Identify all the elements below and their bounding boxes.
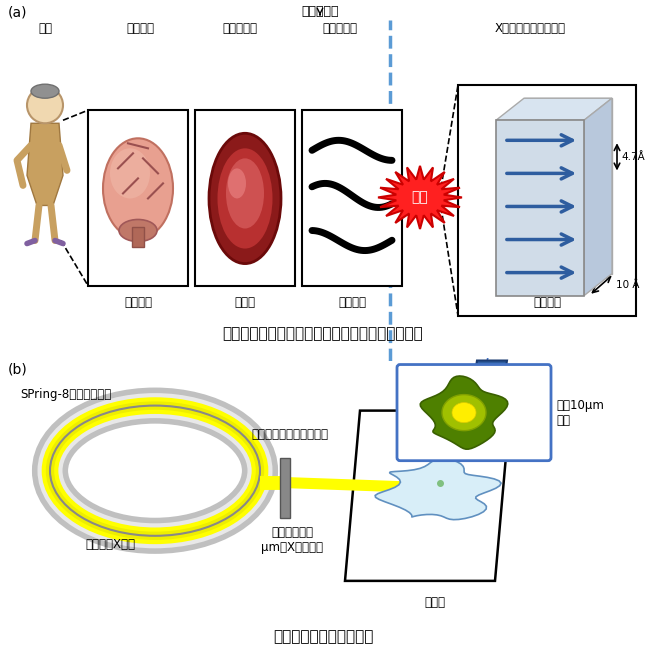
Ellipse shape xyxy=(119,220,157,241)
Bar xyxy=(458,85,636,316)
Text: SPring-8的同步辐射光: SPring-8的同步辐射光 xyxy=(20,388,111,401)
Text: (b): (b) xyxy=(8,363,28,377)
Text: 显示器: 显示器 xyxy=(463,476,484,489)
Bar xyxy=(280,458,290,518)
Text: 此前的极限: 此前的极限 xyxy=(301,5,339,18)
Text: 中脑异常: 中脑异常 xyxy=(124,296,152,309)
Polygon shape xyxy=(421,376,508,449)
Polygon shape xyxy=(378,166,462,229)
Polygon shape xyxy=(584,98,612,296)
Bar xyxy=(524,98,612,274)
Polygon shape xyxy=(345,411,510,581)
Text: (a): (a) xyxy=(8,5,28,19)
Circle shape xyxy=(27,87,63,123)
Polygon shape xyxy=(442,394,486,430)
Text: 肉眼解剖: 肉眼解剖 xyxy=(126,22,154,35)
Bar xyxy=(496,120,584,296)
Polygon shape xyxy=(471,361,507,399)
Text: 4.7Å: 4.7Å xyxy=(621,152,645,162)
Bar xyxy=(195,110,295,285)
Polygon shape xyxy=(496,98,612,120)
Text: 纤维结构: 纤维结构 xyxy=(338,296,366,309)
Text: 脑切片: 脑切片 xyxy=(424,596,446,609)
Ellipse shape xyxy=(226,158,264,228)
Text: 直径10μm
左右: 直径10μm 左右 xyxy=(556,399,604,426)
Ellipse shape xyxy=(31,84,59,98)
Text: X射线衍射（本研究）: X射线衍射（本研究） xyxy=(494,22,565,35)
Text: 患者: 患者 xyxy=(38,22,52,35)
Text: 本次研究使用的测量系统: 本次研究使用的测量系统 xyxy=(273,629,373,644)
Text: 帕金森病患者脑内发生的异常变化的微观结构解析: 帕金森病患者脑内发生的异常变化的微观结构解析 xyxy=(223,326,423,340)
Ellipse shape xyxy=(228,169,246,199)
Ellipse shape xyxy=(209,133,281,264)
Text: 路易体: 路易体 xyxy=(234,296,256,309)
Text: 电子显微镜: 电子显微镜 xyxy=(322,22,357,35)
Bar xyxy=(88,110,188,285)
Text: 微观结构: 微观结构 xyxy=(533,296,561,309)
Bar xyxy=(132,226,144,247)
Bar xyxy=(302,110,402,285)
Ellipse shape xyxy=(103,138,173,239)
Text: 突破: 突破 xyxy=(412,190,428,205)
Polygon shape xyxy=(375,459,501,520)
Polygon shape xyxy=(27,123,63,205)
Ellipse shape xyxy=(110,148,150,198)
Text: 光学显微镜: 光学显微镜 xyxy=(222,22,258,35)
Ellipse shape xyxy=(218,148,273,249)
Text: 转换成直径数
μm的X射线微束: 转换成直径数 μm的X射线微束 xyxy=(261,526,323,554)
Text: 显微镜: 显微镜 xyxy=(511,379,532,392)
Text: 构筑高分辨率显微镜系统: 构筑高分辨率显微镜系统 xyxy=(251,428,329,441)
FancyBboxPatch shape xyxy=(397,365,551,461)
Text: 非常强的X射线: 非常强的X射线 xyxy=(85,538,135,551)
Text: 以数μm的精度照射X射线: 以数μm的精度照射X射线 xyxy=(419,365,509,379)
Text: 10 Å: 10 Å xyxy=(616,279,640,289)
Polygon shape xyxy=(452,403,476,422)
